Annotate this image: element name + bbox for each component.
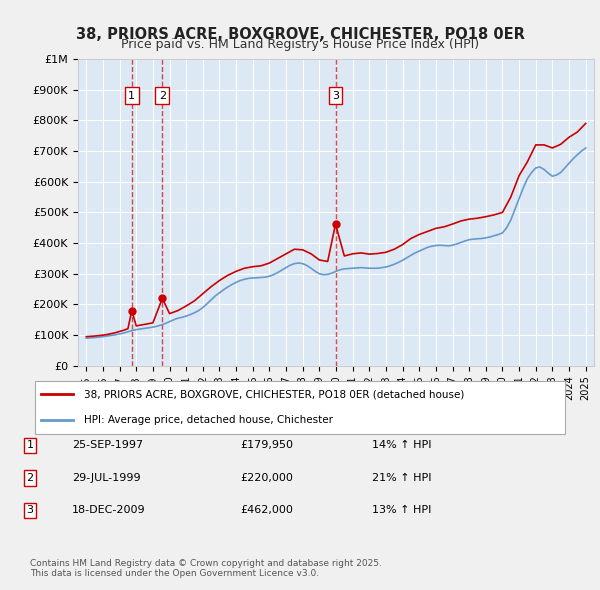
Text: HPI: Average price, detached house, Chichester: HPI: Average price, detached house, Chic… <box>84 415 333 425</box>
Text: Contains HM Land Registry data © Crown copyright and database right 2025.
This d: Contains HM Land Registry data © Crown c… <box>30 559 382 578</box>
Text: £179,950: £179,950 <box>240 441 293 450</box>
FancyBboxPatch shape <box>35 381 565 434</box>
Text: 18-DEC-2009: 18-DEC-2009 <box>72 506 146 515</box>
Text: 3: 3 <box>332 91 339 101</box>
Text: 38, PRIORS ACRE, BOXGROVE, CHICHESTER, PO18 0ER (detached house): 38, PRIORS ACRE, BOXGROVE, CHICHESTER, P… <box>84 389 464 399</box>
Text: 3: 3 <box>26 506 34 515</box>
Text: Price paid vs. HM Land Registry's House Price Index (HPI): Price paid vs. HM Land Registry's House … <box>121 38 479 51</box>
Text: 1: 1 <box>128 91 135 101</box>
Text: £220,000: £220,000 <box>240 473 293 483</box>
Text: 14% ↑ HPI: 14% ↑ HPI <box>372 441 431 450</box>
Text: £462,000: £462,000 <box>240 506 293 515</box>
Text: 38, PRIORS ACRE, BOXGROVE, CHICHESTER, PO18 0ER: 38, PRIORS ACRE, BOXGROVE, CHICHESTER, P… <box>76 27 524 41</box>
Text: 2: 2 <box>159 91 166 101</box>
Text: 29-JUL-1999: 29-JUL-1999 <box>72 473 140 483</box>
Text: 13% ↑ HPI: 13% ↑ HPI <box>372 506 431 515</box>
Text: 1: 1 <box>26 441 34 450</box>
Text: 21% ↑ HPI: 21% ↑ HPI <box>372 473 431 483</box>
Text: 25-SEP-1997: 25-SEP-1997 <box>72 441 143 450</box>
Text: 2: 2 <box>26 473 34 483</box>
